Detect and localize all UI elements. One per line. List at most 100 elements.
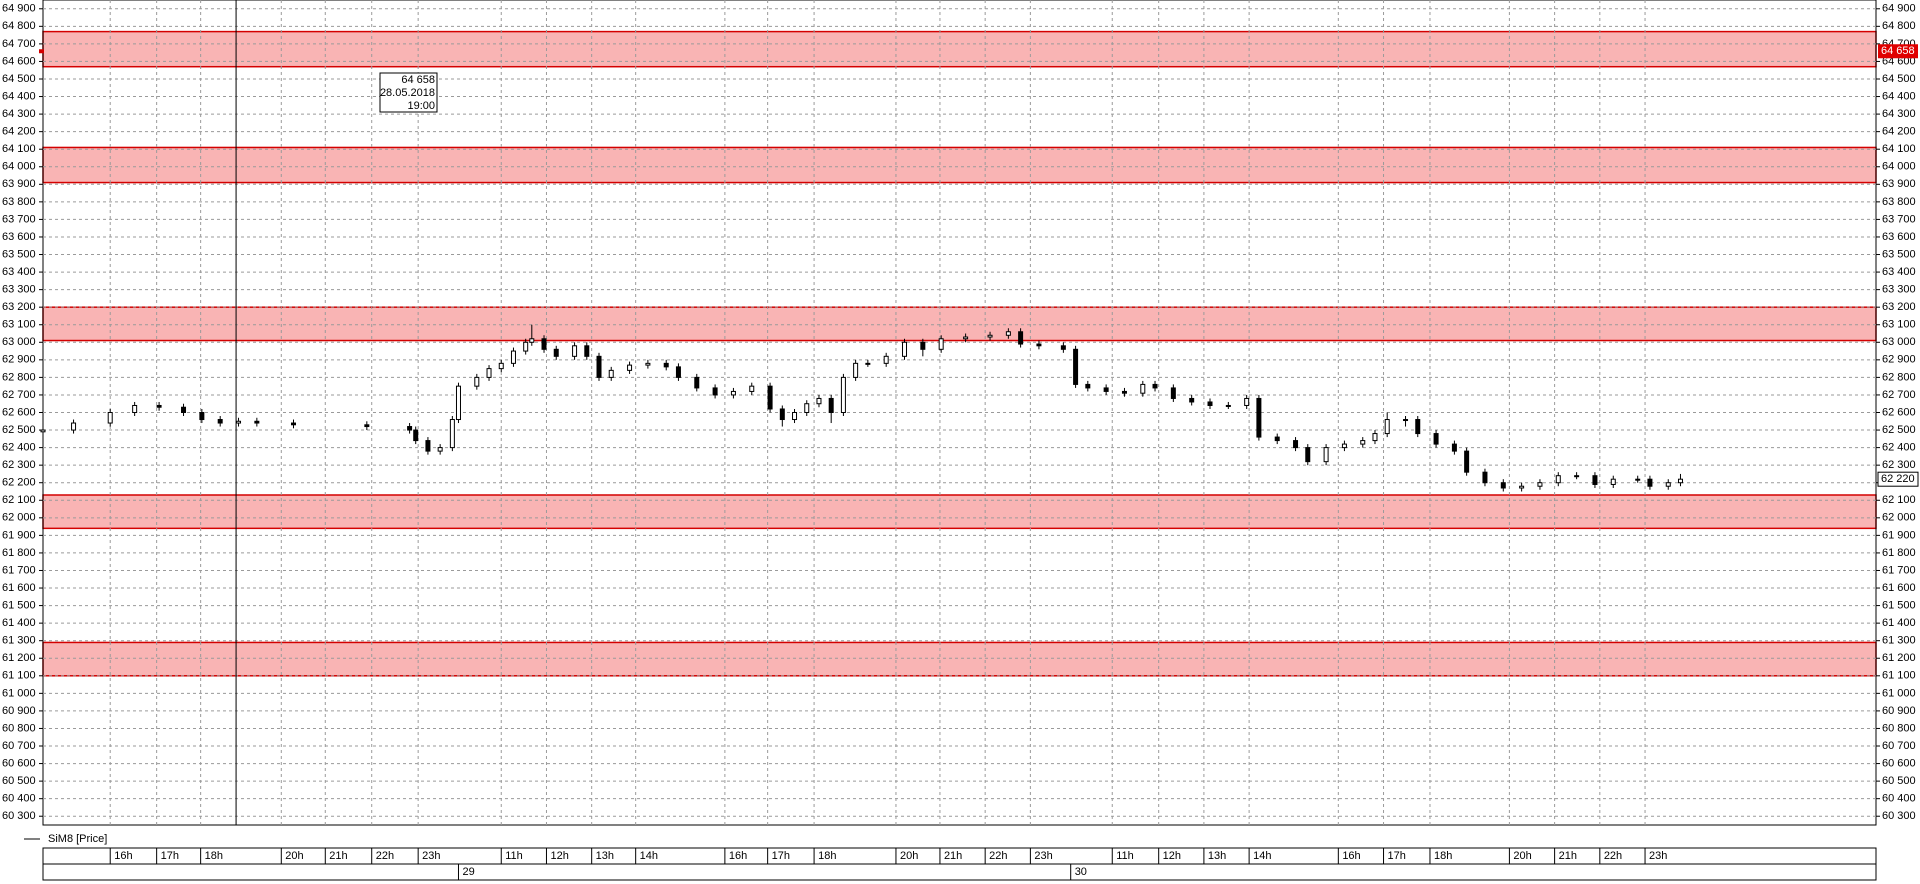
x-tick-label: 20h: [900, 850, 918, 862]
y2-tick-label: 60 600: [1882, 757, 1916, 769]
y2-tick-label: 63 300: [1882, 284, 1916, 296]
candle-body: [1665, 482, 1671, 487]
candle-body: [1018, 331, 1024, 345]
candle-body: [1073, 348, 1079, 385]
candle-body: [132, 404, 138, 414]
y2-tick-label: 62 800: [1882, 371, 1916, 383]
y-tick-label: 63 100: [2, 319, 36, 331]
candle-body: [1305, 447, 1311, 463]
cursor-price-box: [1878, 44, 1918, 59]
legend-label: SiM8 [Price]: [48, 833, 107, 845]
candle-body: [1610, 478, 1616, 485]
candle-body: [853, 362, 859, 378]
candle-body: [1372, 433, 1378, 442]
candle-body: [596, 355, 602, 378]
x-tick-label: 17h: [1388, 850, 1406, 862]
tooltip-price: 64 658: [401, 74, 435, 86]
zone: [42, 494, 1877, 530]
candle-body: [437, 447, 443, 452]
candle-body: [1085, 383, 1091, 389]
y-tick-label: 61 000: [2, 687, 36, 699]
y-tick-label: 61 100: [2, 670, 36, 682]
x-tick-label: 22h: [1604, 850, 1622, 862]
x-tick-label: 16h: [1342, 850, 1360, 862]
y-tick-label: 61 900: [2, 529, 36, 541]
candle-body: [584, 345, 590, 357]
cursor-price-label: 64 658: [1881, 45, 1915, 57]
candle-body: [963, 336, 969, 340]
y-tick-label: 64 200: [2, 126, 36, 138]
candle-body: [779, 408, 785, 421]
y-tick-label: 62 500: [2, 424, 36, 436]
candle-body: [553, 348, 559, 357]
y-tick-label: 62 200: [2, 477, 36, 489]
candle-body: [455, 385, 461, 421]
candle-body: [71, 422, 77, 431]
candle-body: [712, 387, 718, 396]
y2-tick-label: 60 500: [1882, 775, 1916, 787]
candle-body: [1152, 383, 1158, 389]
y2-tick-label: 63 400: [1882, 266, 1916, 278]
candle-body: [767, 385, 773, 410]
zone: [42, 30, 1877, 68]
candle-body: [1207, 401, 1213, 406]
y2-tick-label: 62 400: [1882, 442, 1916, 454]
y-tick-label: 60 400: [2, 793, 36, 805]
day-row: [42, 863, 1877, 881]
y2-tick-label: 62 700: [1882, 389, 1916, 401]
y2-tick-label: 61 800: [1882, 547, 1916, 559]
y-tick-label: 63 000: [2, 336, 36, 348]
y2-tick-label: 64 800: [1882, 20, 1916, 32]
candle-body: [1482, 471, 1488, 484]
y2-tick-label: 62 100: [1882, 494, 1916, 506]
x-tick-label: 12h: [550, 850, 568, 862]
candle-body: [529, 338, 535, 343]
y2-tick-label: 60 300: [1882, 810, 1916, 822]
tooltip-date: 28.05.2018: [380, 87, 435, 99]
y2-tick-label: 64 400: [1882, 90, 1916, 102]
candle-body: [236, 420, 242, 424]
day-tick-label: 29: [462, 866, 474, 878]
candle-body: [865, 362, 871, 365]
candle-body: [1500, 482, 1506, 489]
y2-tick-label: 63 900: [1882, 178, 1916, 190]
y2-tick-label: 60 900: [1882, 705, 1916, 717]
candle-body: [1592, 475, 1598, 485]
y-tick-label: 62 100: [2, 494, 36, 506]
y2-tick-label: 63 600: [1882, 231, 1916, 243]
x-tick-label: 21h: [944, 850, 962, 862]
x-tick-label: 16h: [114, 850, 132, 862]
x-tick-label: 11h: [505, 850, 523, 862]
candle-body: [474, 376, 480, 387]
last-price-label: 62 220: [1881, 473, 1915, 485]
y2-tick-label: 62 600: [1882, 406, 1916, 418]
y-tick-label: 60 300: [2, 810, 36, 822]
candle-body: [1121, 390, 1127, 394]
candle-body: [523, 341, 529, 352]
candle-body: [1244, 397, 1250, 406]
zone: [42, 146, 1877, 184]
y-tick-label: 63 600: [2, 231, 36, 243]
y-tick-label: 60 900: [2, 705, 36, 717]
x-tick-label: 14h: [1253, 850, 1271, 862]
y2-tick-label: 63 000: [1882, 336, 1916, 348]
y2-tick-label: 64 200: [1882, 126, 1916, 138]
candle-body: [199, 412, 205, 421]
candle-body: [498, 362, 504, 370]
y-tick-label: 63 500: [2, 248, 36, 260]
x-tick-label: 18h: [205, 850, 223, 862]
candle-body: [364, 424, 370, 428]
y-tick-label: 64 700: [2, 38, 36, 50]
y-tick-label: 64 000: [2, 161, 36, 173]
candle-body: [1170, 387, 1176, 399]
y2-tick-label: 61 900: [1882, 529, 1916, 541]
candle-body: [425, 440, 431, 452]
candle-body: [486, 368, 492, 378]
y2-tick-label: 61 400: [1882, 617, 1916, 629]
y-tick-label: 64 100: [2, 143, 36, 155]
y-tick-label: 63 900: [2, 178, 36, 190]
x-tick-label: 23h: [422, 850, 440, 862]
y-tick-label: 62 000: [2, 512, 36, 524]
y2-tick-label: 60 400: [1882, 793, 1916, 805]
